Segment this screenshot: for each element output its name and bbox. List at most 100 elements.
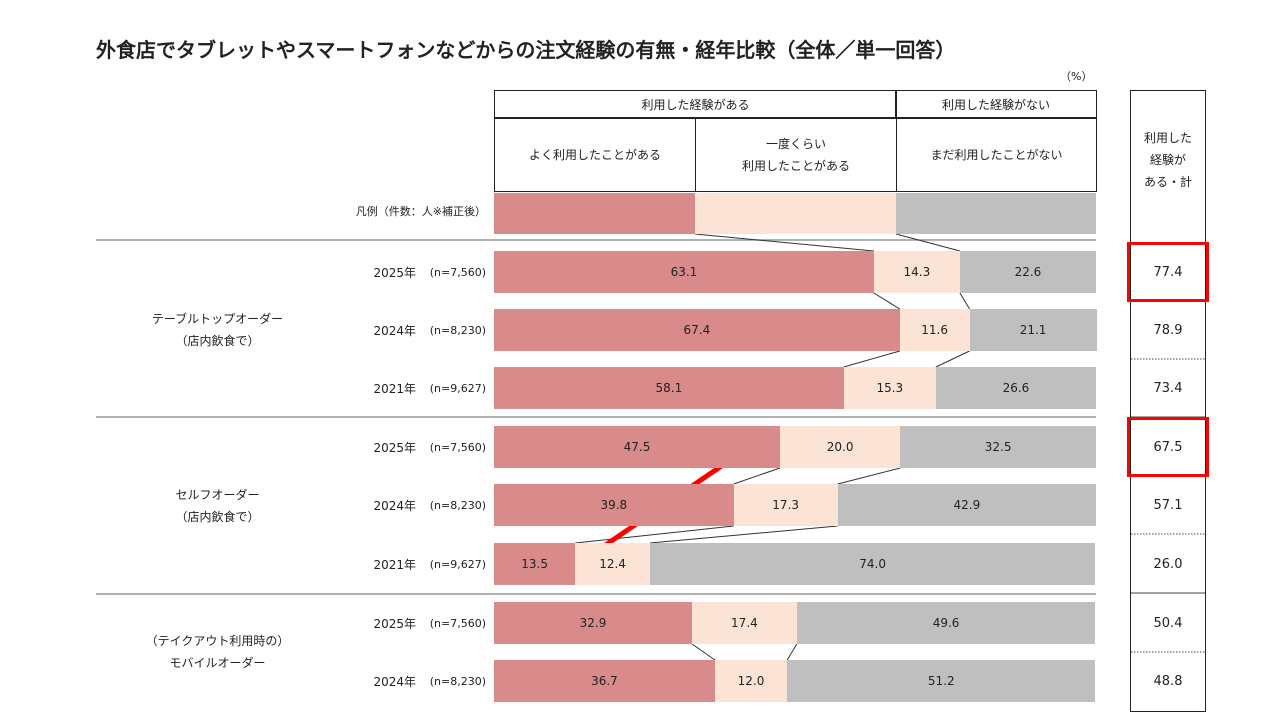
- legend-swatch: [494, 193, 695, 234]
- n-label: (n=7,560): [429, 440, 486, 454]
- value-label: 51.2: [927, 674, 955, 688]
- bar-segment: [494, 251, 874, 293]
- bar-segment: [494, 484, 734, 526]
- bar-segment: [873, 251, 960, 293]
- bar-segment: [649, 543, 1096, 585]
- bar-segment: [779, 426, 901, 468]
- value-label: 20.0: [826, 440, 854, 454]
- value-label: 26.6: [1002, 381, 1030, 395]
- value-label: 42.9: [953, 498, 981, 512]
- value-label: 74.0: [859, 557, 886, 571]
- highlight-box: [1127, 417, 1209, 477]
- header-cell: よく利用したことがある: [494, 117, 696, 192]
- unit-label: （%）: [1060, 70, 1093, 83]
- connector: [649, 525, 838, 544]
- bar-segment: [843, 367, 936, 409]
- bar-segment: [494, 367, 844, 409]
- year-label: 2025年: [373, 440, 416, 455]
- value-label: 17.3: [772, 498, 800, 512]
- total-label: 73.4: [1153, 380, 1183, 396]
- value-label: 17.4: [731, 616, 758, 630]
- value-label: 67.4: [683, 323, 711, 337]
- year-label: 2021年: [373, 381, 416, 396]
- group-label: テーブルトップオーダー （店内飲食で）: [151, 312, 284, 348]
- value-label: 15.3: [876, 381, 904, 395]
- connector: [691, 643, 716, 661]
- value-label: 12.0: [737, 674, 765, 688]
- group-label: セルフオーダー （店内飲食で）: [175, 487, 260, 524]
- n-label: (n=8,230): [429, 323, 486, 337]
- bar-segment: [900, 426, 1096, 468]
- value-label: 11.6: [921, 323, 948, 337]
- year-label: 2021年: [373, 557, 416, 572]
- legend-label: 凡例（件数：人※補正後）: [355, 205, 486, 218]
- connector: [575, 525, 734, 544]
- bar-segment: [787, 660, 1096, 702]
- connector: [843, 350, 900, 368]
- bar-segment: [733, 484, 838, 526]
- value-label: 47.5: [623, 440, 651, 454]
- year-label: 2024年: [373, 323, 416, 338]
- year-label: 2025年: [373, 616, 416, 631]
- connector: [935, 350, 970, 368]
- bar-segment: [575, 543, 650, 585]
- value-label: 32.9: [579, 616, 607, 630]
- bar-segment: [969, 309, 1097, 351]
- group-label: （テイクアウト利用時の） モバイルオーダー: [145, 634, 290, 670]
- total-label: 48.8: [1153, 673, 1183, 689]
- bar-segment: [692, 602, 797, 644]
- bar-segment: [899, 309, 970, 351]
- highlight-box: [1127, 242, 1209, 302]
- bar-segment: [714, 660, 788, 702]
- header-cell: まだ利用したことがない: [896, 117, 1097, 192]
- connector: [895, 233, 961, 252]
- total-label: 26.0: [1153, 556, 1183, 572]
- connector: [786, 643, 798, 661]
- n-label: (n=7,560): [429, 616, 486, 630]
- value-label: 22.6: [1014, 265, 1042, 279]
- bar-segment: [935, 367, 1096, 409]
- connector: [733, 467, 781, 485]
- connector: [873, 292, 901, 310]
- total-label: 77.4: [1153, 264, 1183, 280]
- n-label: (n=9,627): [429, 557, 486, 571]
- bar-segment: [959, 251, 1096, 293]
- total-column: [1130, 90, 1206, 712]
- connector: [837, 467, 901, 485]
- total-header: 利用した 経験が ある・計: [1143, 131, 1192, 189]
- value-label: 39.8: [600, 498, 628, 512]
- header-group: 利用した経験がある: [494, 90, 897, 119]
- header-group: 利用した経験がない: [895, 90, 1097, 119]
- total-label: 50.4: [1153, 615, 1183, 631]
- legend-swatch: [695, 193, 896, 234]
- year-label: 2024年: [373, 498, 416, 513]
- value-label: 12.4: [599, 557, 626, 571]
- year-label: 2024年: [373, 674, 416, 689]
- year-label: 2025年: [373, 265, 416, 280]
- total-label: 67.5: [1153, 439, 1183, 455]
- value-label: 32.5: [984, 440, 1012, 454]
- bar-segment: [796, 602, 1096, 644]
- chart-title: 外食店でタブレットやスマートフォンなどからの注文経験の有無・経年比較（全体／単一…: [96, 38, 956, 62]
- header-cell: 一度くらい 利用したことがある: [695, 117, 897, 192]
- value-label: 49.6: [932, 616, 960, 630]
- value-label: 13.5: [521, 557, 548, 571]
- bar-segment: [494, 602, 693, 644]
- total-label: 57.1: [1153, 497, 1183, 513]
- bar-segment: [837, 484, 1096, 526]
- connector: [959, 292, 971, 310]
- value-label: 21.1: [1019, 323, 1047, 337]
- legend-swatch: [896, 193, 1096, 234]
- value-label: 63.1: [670, 265, 698, 279]
- n-label: (n=8,230): [429, 498, 486, 512]
- bar-segment: [494, 543, 576, 585]
- n-label: (n=7,560): [429, 265, 486, 279]
- connector: [694, 233, 874, 252]
- value-label: 58.1: [655, 381, 683, 395]
- bar-segment: [494, 309, 900, 351]
- total-label: 78.9: [1153, 322, 1183, 338]
- n-label: (n=9,627): [429, 381, 486, 395]
- bar-segment: [494, 660, 715, 702]
- value-label: 14.3: [903, 265, 931, 279]
